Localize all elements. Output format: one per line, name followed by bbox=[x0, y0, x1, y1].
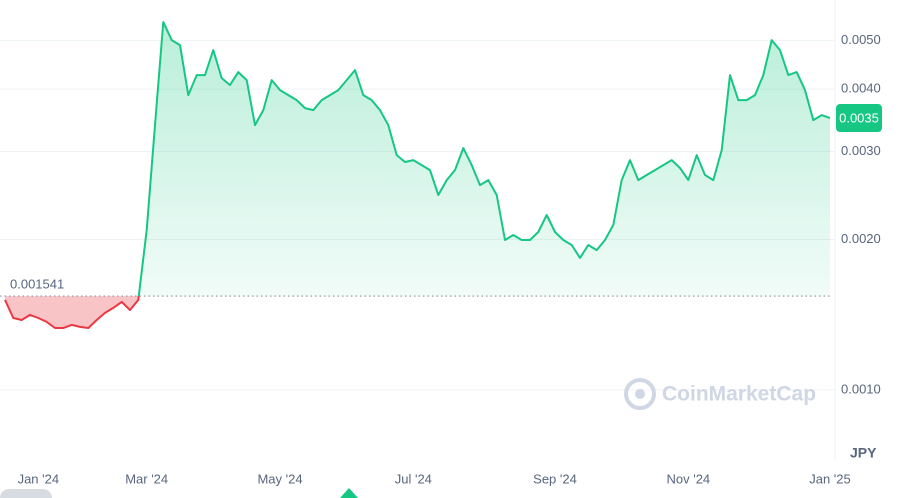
area bbox=[5, 22, 830, 328]
y-tick-label: 0.0010 bbox=[841, 381, 881, 396]
y-tick-label: 0.0030 bbox=[841, 143, 881, 158]
x-tick-label: Jul '24 bbox=[395, 471, 432, 486]
price-line bbox=[4, 21, 831, 329]
x-tick-label: Jan '24 bbox=[18, 471, 60, 486]
area-layer bbox=[0, 21, 831, 329]
watermark: CoinMarketCap bbox=[624, 378, 816, 410]
x-tick-label: Nov '24 bbox=[666, 471, 710, 486]
y-tick-label: 0.0020 bbox=[841, 231, 881, 246]
y-tick-label: 0.0040 bbox=[841, 81, 881, 96]
marker bbox=[340, 488, 358, 498]
baseline-label-bg bbox=[6, 276, 82, 295]
currency-label: JPY bbox=[850, 445, 877, 461]
range-pill[interactable] bbox=[0, 489, 52, 498]
price-tag-label: 0.0035 bbox=[839, 110, 879, 125]
x-tick-label: Jan '25 bbox=[809, 471, 851, 486]
overlay: 0.0050 0.0040 0.0030 0.0020 0.0010 Jan '24 Mar… bbox=[6, 32, 882, 486]
baseline-label: 0.001541 bbox=[10, 277, 64, 292]
x-tick-label: May '24 bbox=[257, 471, 302, 486]
x-tick-label: Mar '24 bbox=[125, 471, 168, 486]
price-tag bbox=[836, 104, 882, 133]
y-tick-label: 0.0050 bbox=[841, 32, 881, 47]
watermark-text: CoinMarketCap bbox=[662, 383, 816, 406]
x-tick-label: Sep '24 bbox=[533, 471, 577, 486]
